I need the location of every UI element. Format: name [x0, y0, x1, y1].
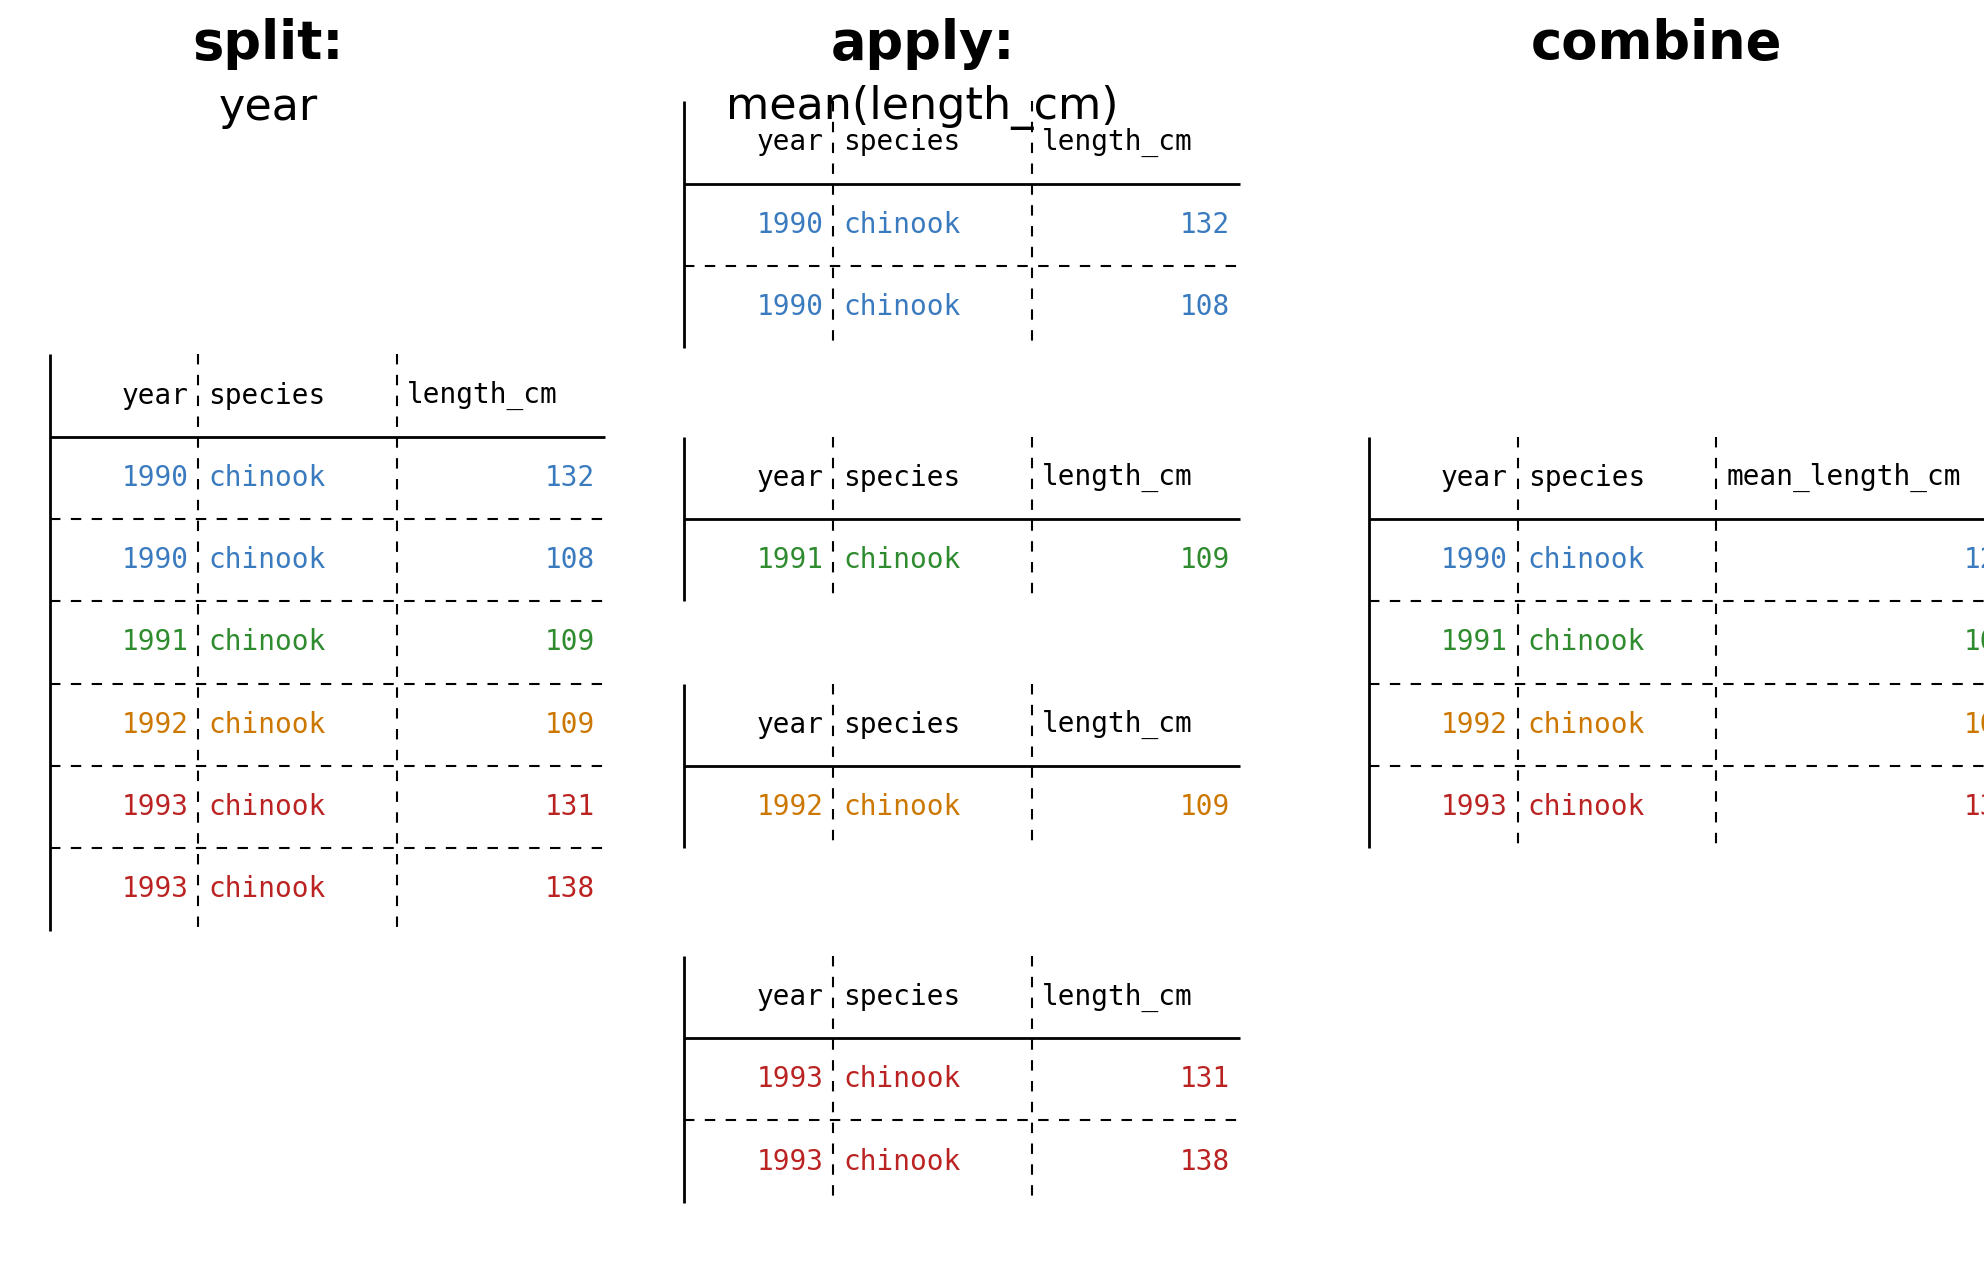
Text: 1990: 1990	[121, 546, 188, 575]
Text: 135: 135	[1964, 793, 1984, 822]
Text: 138: 138	[1180, 1147, 1230, 1176]
Text: 1990: 1990	[121, 463, 188, 492]
Text: 1992: 1992	[756, 793, 823, 822]
Text: chinook: chinook	[843, 1065, 960, 1094]
Text: length_cm: length_cm	[1042, 982, 1192, 1012]
Text: chinook: chinook	[843, 292, 960, 322]
Text: 120: 120	[1964, 546, 1984, 575]
Text: chinook: chinook	[1528, 710, 1645, 739]
Text: length_cm: length_cm	[1042, 463, 1192, 492]
Text: 1990: 1990	[1440, 546, 1508, 575]
Text: 138: 138	[546, 875, 595, 904]
Text: 108: 108	[546, 546, 595, 575]
Text: 109: 109	[546, 628, 595, 657]
Text: split:: split:	[192, 18, 343, 71]
Text: species: species	[1528, 463, 1645, 492]
Text: 109: 109	[1180, 793, 1230, 822]
Text: 1992: 1992	[1440, 710, 1508, 739]
Text: chinook: chinook	[843, 210, 960, 239]
Text: chinook: chinook	[208, 628, 325, 657]
Text: species: species	[208, 381, 325, 410]
Text: chinook: chinook	[208, 875, 325, 904]
Text: 1993: 1993	[756, 1147, 823, 1176]
Text: 132: 132	[1180, 210, 1230, 239]
Text: 131: 131	[546, 793, 595, 822]
Text: chinook: chinook	[208, 463, 325, 492]
Text: apply:: apply:	[831, 18, 1014, 71]
Text: year: year	[1440, 463, 1508, 492]
Text: 131: 131	[1180, 1065, 1230, 1094]
Text: 1990: 1990	[756, 210, 823, 239]
Text: 1991: 1991	[121, 628, 188, 657]
Text: chinook: chinook	[208, 710, 325, 739]
Text: 1991: 1991	[756, 546, 823, 575]
Text: 1993: 1993	[1440, 793, 1508, 822]
Text: species: species	[843, 710, 960, 739]
Text: chinook: chinook	[843, 1147, 960, 1176]
Text: 109: 109	[1964, 710, 1984, 739]
Text: year: year	[756, 128, 823, 157]
Text: combine: combine	[1532, 18, 1782, 71]
Text: 1993: 1993	[121, 875, 188, 904]
Text: mean_length_cm: mean_length_cm	[1726, 463, 1960, 492]
Text: chinook: chinook	[843, 546, 960, 575]
Text: 1993: 1993	[756, 1065, 823, 1094]
Text: 1993: 1993	[121, 793, 188, 822]
Text: year: year	[756, 710, 823, 739]
Text: 1992: 1992	[121, 710, 188, 739]
Text: year: year	[121, 381, 188, 410]
Text: chinook: chinook	[208, 793, 325, 822]
Text: 132: 132	[546, 463, 595, 492]
Text: mean(length_cm): mean(length_cm)	[726, 85, 1119, 130]
Text: length_cm: length_cm	[1042, 710, 1192, 739]
Text: chinook: chinook	[843, 793, 960, 822]
Text: chinook: chinook	[1528, 793, 1645, 822]
Text: year: year	[756, 982, 823, 1012]
Text: year: year	[756, 463, 823, 492]
Text: length_cm: length_cm	[407, 381, 558, 410]
Text: 109: 109	[546, 710, 595, 739]
Text: species: species	[843, 128, 960, 157]
Text: species: species	[843, 463, 960, 492]
Text: year: year	[218, 86, 317, 129]
Text: chinook: chinook	[1528, 628, 1645, 657]
Text: 1991: 1991	[1440, 628, 1508, 657]
Text: 109: 109	[1180, 546, 1230, 575]
Text: 109: 109	[1964, 628, 1984, 657]
Text: 108: 108	[1180, 292, 1230, 322]
Text: 1990: 1990	[756, 292, 823, 322]
Text: chinook: chinook	[208, 546, 325, 575]
Text: species: species	[843, 982, 960, 1012]
Text: length_cm: length_cm	[1042, 128, 1192, 157]
Text: chinook: chinook	[1528, 546, 1645, 575]
